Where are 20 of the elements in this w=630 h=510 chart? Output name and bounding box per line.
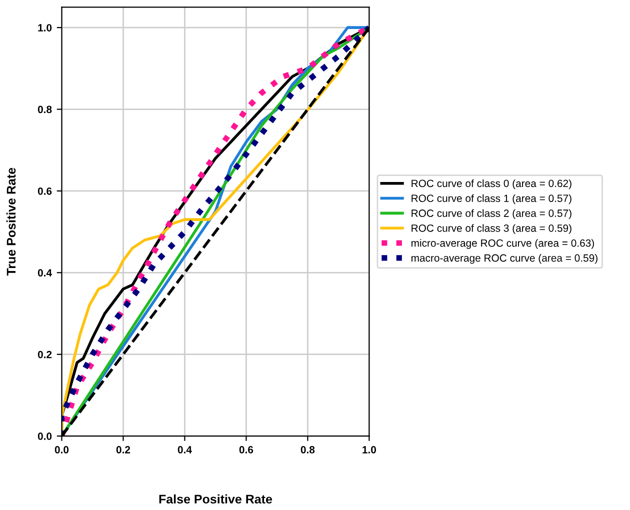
y-tick-label: 0.0 xyxy=(38,432,52,440)
y-axis-title: True Positive Rate xyxy=(6,168,16,276)
y-tick-label: 0.6 xyxy=(38,187,52,195)
x-tick-label: 0.2 xyxy=(116,446,130,454)
legend-label: ROC curve of class 3 (area = 0.59) xyxy=(412,224,572,234)
y-tick-label: 0.8 xyxy=(38,106,52,114)
x-tick-label: 0.0 xyxy=(54,446,69,454)
x-axis-title: False Positive Rate xyxy=(159,494,272,504)
x-tick-label: 0.4 xyxy=(178,446,192,454)
legend-label: micro-average ROC curve (area = 0.63) xyxy=(411,239,594,249)
legend-label: ROC curve of class 1 (area = 0.57) xyxy=(412,194,572,204)
legend-label: macro-average ROC curve (area = 0.59) xyxy=(411,254,598,264)
legend-label: ROC curve of class 0 (area = 0.62) xyxy=(412,179,572,190)
y-tick-label: 0.2 xyxy=(38,350,52,358)
x-tick-label: 0.8 xyxy=(300,446,315,454)
y-tick-label: 1.0 xyxy=(38,24,52,32)
x-tick-label: 0.6 xyxy=(239,446,254,454)
y-tick-label: 0.4 xyxy=(38,269,52,277)
legend-label: ROC curve of class 2 (area = 0.57) xyxy=(412,209,572,219)
x-tick-label: 1.0 xyxy=(362,446,376,454)
